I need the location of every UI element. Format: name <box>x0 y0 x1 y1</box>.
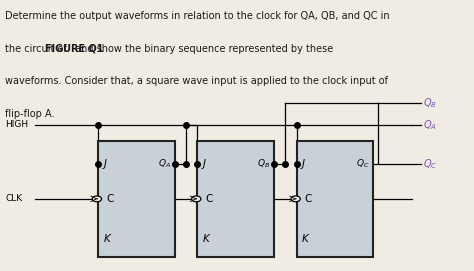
Text: K: K <box>202 234 210 244</box>
Text: waveforms. Consider that, a square wave input is applied to the clock input of: waveforms. Consider that, a square wave … <box>5 76 388 86</box>
Ellipse shape <box>191 196 201 202</box>
Ellipse shape <box>92 196 101 202</box>
Text: $Q_B$: $Q_B$ <box>257 158 270 170</box>
Bar <box>197 141 274 257</box>
Text: J: J <box>103 159 106 169</box>
Text: and show the binary sequence represented by these: and show the binary sequence represented… <box>72 44 333 54</box>
Text: J: J <box>202 159 206 169</box>
Bar <box>297 141 374 257</box>
Bar <box>98 141 174 257</box>
Text: C: C <box>305 194 312 204</box>
Text: $Q_A$: $Q_A$ <box>158 158 171 170</box>
Text: C: C <box>205 194 213 204</box>
Text: FIGURE Q1: FIGURE Q1 <box>45 44 103 54</box>
Text: $Q_B$: $Q_B$ <box>423 96 437 110</box>
Text: $Q_C$: $Q_C$ <box>356 158 370 170</box>
Ellipse shape <box>291 196 300 202</box>
Text: CLK: CLK <box>5 194 22 203</box>
Text: the circuit of: the circuit of <box>5 44 70 54</box>
Text: K: K <box>302 234 309 244</box>
Text: $Q_A$: $Q_A$ <box>423 118 437 132</box>
Text: C: C <box>106 194 113 204</box>
Text: HIGH: HIGH <box>5 120 28 129</box>
Text: flip-flop A.: flip-flop A. <box>5 109 55 118</box>
Text: $Q_C$: $Q_C$ <box>423 157 438 171</box>
Text: K: K <box>103 234 110 244</box>
Text: Determine the output waveforms in relation to the clock for QA, QB, and QC in: Determine the output waveforms in relati… <box>5 11 390 21</box>
Text: J: J <box>302 159 305 169</box>
